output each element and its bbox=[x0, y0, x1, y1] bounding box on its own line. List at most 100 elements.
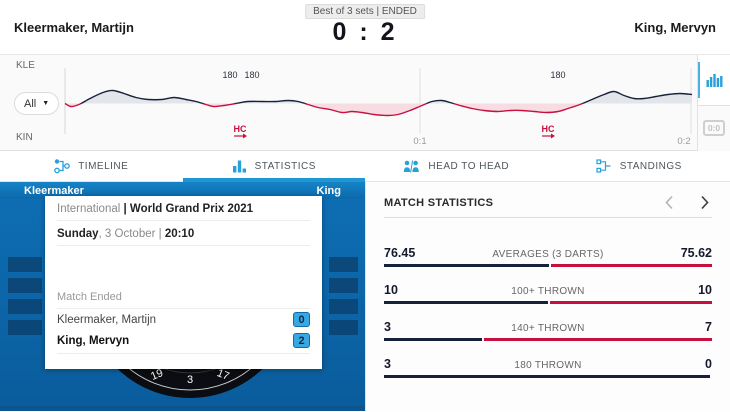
match-statistics-panel: MATCH STATISTICS 76.45 AVERA bbox=[365, 182, 730, 411]
match-score: 0 : 2 bbox=[332, 17, 398, 46]
tab-statistics[interactable]: STATISTICS bbox=[183, 151, 366, 181]
sets-filter-value: All bbox=[24, 97, 37, 110]
separator: | bbox=[123, 203, 127, 215]
stat-value-right: 7 bbox=[705, 320, 712, 334]
score-view-badge: 0:0 bbox=[702, 120, 726, 137]
active-tab-underline bbox=[182, 178, 365, 182]
match-info-card: International | World Grand Prix 2021 Su… bbox=[45, 196, 322, 369]
momentum-chart-section: KLE KIN All ▼ 180 180 180 HC bbox=[0, 55, 730, 151]
scoreboard-header: Kleermaker King bbox=[0, 182, 365, 199]
x-tick-set2: 0:2 bbox=[677, 136, 690, 147]
stat-value-left: 3 bbox=[384, 320, 391, 334]
chevron-down-icon: ▼ bbox=[42, 100, 50, 107]
score-rows-left bbox=[8, 257, 42, 341]
player-left-name: Kleermaker, Martijn bbox=[14, 19, 134, 35]
annotation-hc: HC bbox=[234, 124, 247, 139]
momentum-area-lower bbox=[65, 103, 692, 116]
stat-value-right: 10 bbox=[698, 283, 712, 297]
stat-value-right: 75.62 bbox=[680, 246, 712, 260]
svg-text:HC: HC bbox=[542, 124, 555, 134]
card-player-row: King, Mervyn 2 bbox=[57, 330, 310, 351]
momentum-line-lower bbox=[64, 103, 585, 117]
annotation-hc: HC bbox=[542, 124, 555, 139]
chevron-right-icon bbox=[701, 195, 709, 210]
tab-timeline[interactable]: TIMELINE bbox=[0, 151, 183, 181]
match-header: Best of 3 sets | ENDED Kleermaker, Marti… bbox=[0, 0, 730, 55]
timeline-icon bbox=[54, 159, 71, 174]
dartboard-number: 3 bbox=[187, 374, 193, 386]
prev-stats-button[interactable] bbox=[662, 195, 677, 210]
dartboard-number: 19 bbox=[149, 367, 165, 383]
statistics-icon bbox=[232, 160, 246, 173]
stat-value-left: 76.45 bbox=[384, 246, 416, 260]
match-status: Match Ended bbox=[57, 286, 310, 309]
momentum-view-toggle[interactable] bbox=[698, 55, 730, 106]
stat-value-left: 10 bbox=[384, 283, 398, 297]
stat-label: 100+ THROWN bbox=[511, 286, 585, 297]
score-row-bar bbox=[8, 257, 42, 272]
active-view-indicator bbox=[698, 62, 700, 98]
score-row-bar bbox=[329, 278, 358, 293]
date-line: Sunday, 3 October | 20:10 bbox=[57, 221, 310, 246]
momentum-chart: 180 180 180 HC HC 0:1 0:2 bbox=[64, 68, 693, 147]
score-row-bar bbox=[329, 257, 358, 272]
tab-bar: TIMELINE STATISTICS HEAD TO HEAD bbox=[0, 151, 730, 182]
stat-bar-right bbox=[484, 338, 712, 341]
scoreboard-player-right: King bbox=[316, 184, 341, 197]
momentum-line-upper bbox=[65, 89, 693, 104]
momentum-area-upper bbox=[65, 90, 692, 104]
stat-bar-left bbox=[384, 338, 483, 341]
stat-bar-right bbox=[550, 301, 712, 304]
annotation-180: 180 bbox=[222, 70, 237, 80]
tab-head-to-head[interactable]: HEAD TO HEAD bbox=[365, 151, 548, 181]
score-row-bar bbox=[8, 278, 42, 293]
annotation-180: 180 bbox=[244, 70, 259, 80]
stat-bar bbox=[384, 301, 712, 304]
tournament-category: International bbox=[57, 203, 121, 215]
score-row-bar bbox=[8, 320, 42, 335]
tab-label: HEAD TO HEAD bbox=[428, 160, 510, 172]
stat-label: 180 THROWN bbox=[514, 360, 582, 371]
dartboard-number: 17 bbox=[215, 367, 231, 383]
tab-label: TIMELINE bbox=[78, 160, 129, 172]
sets-filter-dropdown[interactable]: All ▼ bbox=[14, 92, 60, 115]
sets-badge: 0 bbox=[293, 312, 310, 327]
chevron-left-icon bbox=[665, 195, 673, 210]
chart-mode-strip: 0:0 bbox=[697, 55, 730, 151]
scoreboard-panel: Kleermaker King 19 3 17 bbox=[0, 182, 365, 411]
stats-divider bbox=[384, 217, 712, 218]
score-view-toggle[interactable]: 0:0 bbox=[698, 105, 730, 151]
stat-value-right: 0 bbox=[705, 357, 712, 371]
match-time: 20:10 bbox=[164, 228, 195, 240]
card-player-name: King, Mervyn bbox=[57, 334, 130, 347]
stat-value-left: 3 bbox=[384, 357, 391, 371]
score-row-bar bbox=[329, 299, 358, 314]
stat-bar-left bbox=[384, 264, 549, 267]
stat-bar-left bbox=[384, 375, 710, 378]
match-format-badge: Best of 3 sets | ENDED bbox=[305, 4, 425, 19]
player-top-abbr: KLE bbox=[16, 60, 35, 71]
scoreboard-player-left: Kleermaker bbox=[24, 184, 84, 197]
player-right-name: King, Mervyn bbox=[634, 19, 716, 35]
tournament-line: International | World Grand Prix 2021 bbox=[57, 196, 310, 221]
sets-badge: 2 bbox=[293, 333, 310, 348]
svg-text:HC: HC bbox=[234, 124, 247, 134]
score-row-bar bbox=[8, 299, 42, 314]
standings-icon bbox=[596, 159, 611, 173]
stat-row: 76.45 AVERAGES (3 DARTS) 75.62 bbox=[384, 246, 712, 267]
stat-bar-right bbox=[550, 264, 712, 267]
x-tick-set1: 0:1 bbox=[413, 136, 426, 147]
head-to-head-icon bbox=[404, 159, 420, 173]
tab-label: STATISTICS bbox=[254, 160, 316, 172]
card-player-row: Kleermaker, Martijn 0 bbox=[57, 309, 310, 330]
stat-row: 3 180 THROWN 0 bbox=[384, 357, 712, 378]
player-bottom-abbr: KIN bbox=[16, 132, 33, 143]
annotation-180: 180 bbox=[550, 70, 565, 80]
tab-label: STANDINGS bbox=[619, 160, 682, 172]
stats-rows: 76.45 AVERAGES (3 DARTS) 75.62 10 100+ T… bbox=[366, 246, 730, 378]
next-stats-button[interactable] bbox=[697, 195, 712, 210]
tab-standings[interactable]: STANDINGS bbox=[548, 151, 730, 181]
stat-bar bbox=[384, 264, 712, 267]
tournament-name: World Grand Prix 2021 bbox=[129, 203, 254, 215]
